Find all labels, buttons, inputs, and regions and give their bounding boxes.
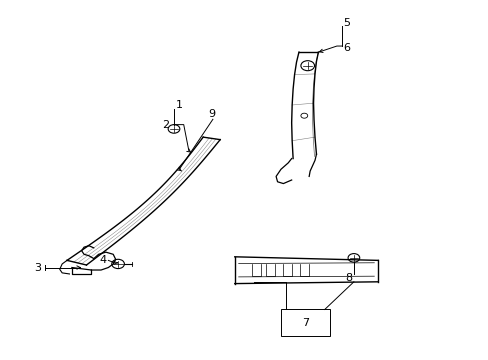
Text: 2: 2: [162, 120, 169, 130]
Text: 9: 9: [208, 109, 215, 119]
Bar: [281, 310, 329, 336]
Text: 7: 7: [301, 318, 308, 328]
Text: 6: 6: [343, 43, 349, 53]
Text: 5: 5: [343, 18, 349, 28]
Text: 4: 4: [100, 255, 107, 265]
Text: 8: 8: [345, 273, 352, 283]
Text: 1: 1: [175, 100, 182, 111]
Text: 3: 3: [34, 262, 41, 273]
